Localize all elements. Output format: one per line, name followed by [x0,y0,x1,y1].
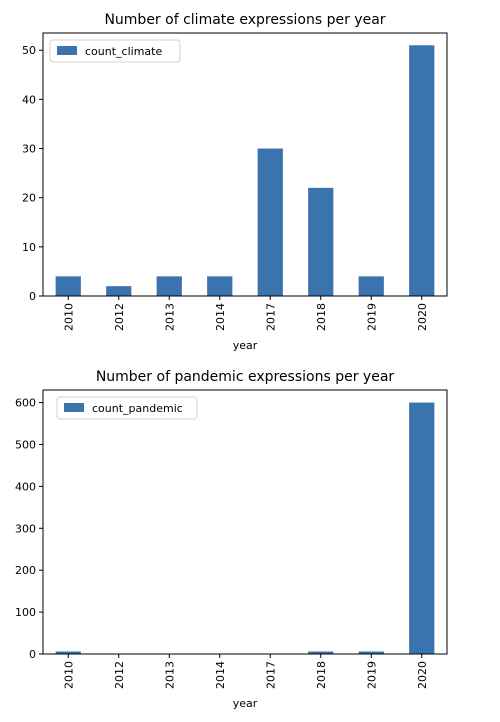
y-tick-label: 0 [29,290,36,303]
y-tick-label: 400 [15,480,36,493]
y-tick-label: 300 [15,522,36,535]
x-tick-label: 2018 [315,303,328,331]
x-tick-label: 2020 [416,303,429,331]
x-axis-label: year [233,697,258,710]
y-tick-label: 600 [15,397,36,410]
x-tick-label: 2020 [416,661,429,689]
legend-label: count_pandemic [92,402,183,415]
legend-swatch [64,403,84,412]
y-tick-label: 40 [22,93,36,106]
bar-2018 [308,651,334,654]
x-tick-label: 2010 [62,303,75,331]
chart-title: Number of pandemic expressions per year [96,369,395,385]
x-tick-label: 2018 [315,661,328,689]
legend: count_pandemic [56,396,198,420]
bar-2020 [409,402,435,654]
x-tick-label: 2017 [264,303,277,331]
bar-2017 [257,148,283,296]
legend-label: count_climate [85,45,162,58]
x-tick-label: 2013 [163,661,176,689]
legend-box [56,396,198,420]
y-tick-label: 200 [15,564,36,577]
bar-2019 [358,651,384,654]
x-tick-label: 2010 [62,661,75,689]
x-tick-label: 2017 [264,661,277,689]
plot-frame [42,389,448,655]
chart-2: Number of pandemic expressions per year 0… [15,369,448,710]
bar-2014 [207,276,233,296]
x-tick-label: 2014 [214,303,227,331]
y-tick-label: 50 [22,44,36,57]
x-tick-label: 2019 [365,661,378,689]
x-tick-label: 2013 [163,303,176,331]
legend: count_climate [49,39,181,63]
chart-1: Number of climate expressions per year 0 1… [22,12,448,352]
legend-swatch [57,46,77,55]
x-tick-label: 2012 [113,303,126,331]
bar-2019 [358,276,384,296]
bar-2010 [55,276,81,296]
chart-title: Number of climate expressions per year [104,12,385,28]
bar-2012 [106,286,132,296]
y-tick-label: 20 [22,192,36,205]
bar-2010 [55,651,81,654]
bar-2013 [156,276,182,296]
x-tick-label: 2014 [214,661,227,689]
y-tick-label: 100 [15,606,36,619]
legend-box [49,39,181,63]
plot-frame [42,32,448,297]
bar-2018 [308,187,334,296]
y-tick-label: 500 [15,438,36,451]
y-tick-label: 10 [22,241,36,254]
bar-2020 [409,45,435,296]
x-tick-label: 2019 [365,303,378,331]
y-tick-label: 30 [22,143,36,156]
x-tick-label: 2012 [113,661,126,689]
x-axis-label: year [233,339,258,352]
y-tick-label: 0 [29,648,36,661]
